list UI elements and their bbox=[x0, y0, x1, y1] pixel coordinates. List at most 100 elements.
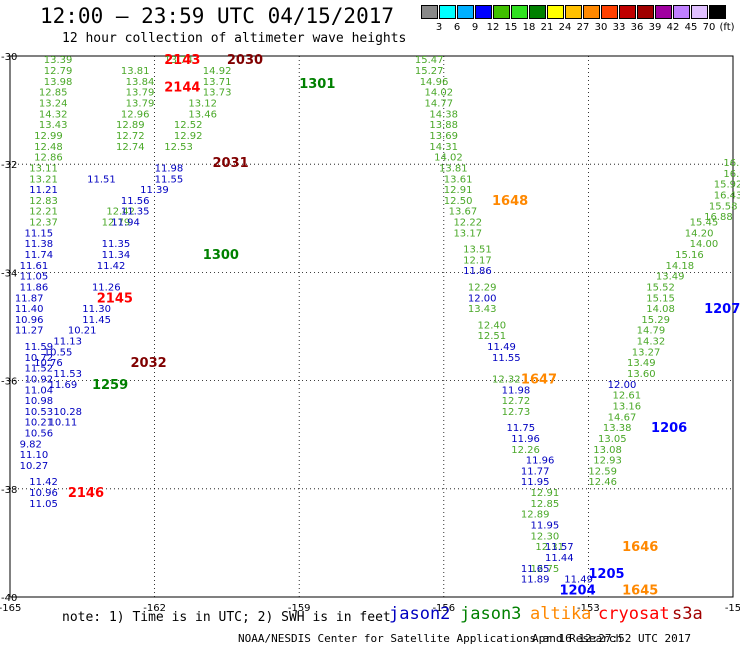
swh-data-label: 10.76 bbox=[34, 358, 63, 369]
lat-tick-label: -38 bbox=[1, 485, 17, 496]
swh-data-label: 11.45 bbox=[82, 315, 111, 326]
swh-data-label: 11.86 bbox=[463, 266, 492, 277]
colorbar-swatch bbox=[457, 5, 474, 19]
swh-data-label: 14.32 bbox=[39, 109, 68, 120]
swh-data-label: 12.50 bbox=[444, 196, 473, 207]
swh-data-label: 13.79 bbox=[126, 99, 155, 110]
colorbar-swatch bbox=[565, 5, 582, 19]
swh-data-label: 11.15 bbox=[24, 228, 53, 239]
colorbar-swatch bbox=[529, 5, 546, 19]
pass-time-label: 1206 bbox=[651, 421, 687, 436]
pass-time-label: 2144 bbox=[164, 80, 200, 95]
colorbar-swatch bbox=[709, 5, 726, 19]
colorbar-label: 21 bbox=[540, 22, 554, 33]
lat-tick-label: -34 bbox=[1, 268, 17, 279]
swh-data-label: 11.55 bbox=[492, 353, 521, 364]
pass-time-label: 1646 bbox=[622, 540, 658, 555]
swh-data-label: 15.16 bbox=[675, 250, 704, 261]
pass-time-label: 1647 bbox=[521, 372, 557, 387]
swh-data-label: 11.55 bbox=[155, 174, 184, 185]
colorbar-swatch bbox=[619, 5, 636, 19]
swh-data-label: 14.31 bbox=[429, 142, 458, 153]
lat-tick-label: -32 bbox=[1, 160, 17, 171]
swh-data-label: 15.58 bbox=[709, 201, 738, 212]
swh-data-label: 12.99 bbox=[34, 131, 63, 142]
swh-data-label: 11.38 bbox=[24, 239, 53, 250]
colorbar-label: 6 bbox=[453, 22, 461, 33]
swh-data-label: 14.02 bbox=[425, 88, 454, 99]
swh-data-label: 12.91 bbox=[531, 488, 560, 499]
swh-data-label: 13.49 bbox=[656, 272, 685, 283]
swh-data-label: 11.95 bbox=[531, 521, 560, 532]
swh-data-label: 10.96 bbox=[15, 315, 44, 326]
swh-data-label: 10.28 bbox=[53, 407, 82, 418]
swh-data-label: 11.05 bbox=[20, 272, 49, 283]
colorbar-label: 3 bbox=[435, 22, 443, 33]
swh-data-label: 13.84 bbox=[126, 77, 155, 88]
swh-data-label: 11.86 bbox=[20, 282, 49, 293]
swh-data-label: 11.44 bbox=[545, 553, 574, 564]
swh-data-label: 11.75 bbox=[506, 423, 535, 434]
footer-timestamp: Apr 16 12:27:52 UTC 2017 bbox=[532, 632, 691, 645]
swh-data-label: 15.15 bbox=[646, 293, 675, 304]
swh-data-label: 15.52 bbox=[646, 282, 675, 293]
swh-data-label: 11.21 bbox=[29, 185, 58, 196]
swh-data-label: 14.02 bbox=[434, 153, 463, 164]
pass-time-label: 2146 bbox=[68, 486, 104, 501]
swh-data-label: 12.30 bbox=[531, 531, 560, 542]
colorbar-label: 9 bbox=[471, 22, 479, 33]
swh-data-label: 10.72 bbox=[24, 353, 53, 364]
swh-data-label: 12.96 bbox=[121, 109, 150, 120]
swh-data-label: 10.21 bbox=[68, 326, 97, 337]
lat-tick-label: -40 bbox=[1, 593, 17, 604]
swh-data-label: 11.98 bbox=[155, 163, 184, 174]
colorbar-label: 27 bbox=[576, 22, 590, 33]
swh-data-label: 13.61 bbox=[444, 174, 473, 185]
satellite-jason2: jason2 bbox=[389, 604, 451, 624]
swh-data-label: 11.05 bbox=[29, 499, 58, 510]
colorbar-label: 33 bbox=[612, 22, 626, 33]
pass-time-label: 1648 bbox=[492, 194, 528, 209]
colorbar-swatch bbox=[673, 5, 690, 19]
swh-data-label: 11.34 bbox=[102, 250, 131, 261]
swh-data-label: 10.98 bbox=[24, 396, 53, 407]
chart-title: 12:00 – 23:59 UTC 04/15/2017 bbox=[40, 4, 395, 28]
swh-data-label: 12.72 bbox=[116, 131, 145, 142]
swh-data-label: 12.46 bbox=[588, 477, 617, 488]
swh-data-label: 12.22 bbox=[453, 218, 482, 229]
swh-data-label: 13.05 bbox=[598, 434, 627, 445]
pass-time-label: 2032 bbox=[131, 356, 167, 371]
colorbar-swatch bbox=[421, 5, 438, 19]
swh-data-label: 12.26 bbox=[511, 445, 540, 456]
footer-credit: NOAA/NESDIS Center for Satellite Applica… bbox=[238, 632, 623, 645]
swh-data-label: 13.08 bbox=[593, 445, 622, 456]
swh-data-label: 11.77 bbox=[521, 466, 550, 477]
swh-data-label: 11.89 bbox=[521, 575, 550, 586]
lat-tick-label: -30 bbox=[1, 52, 17, 63]
swh-data-label: 12.89 bbox=[521, 510, 550, 521]
swh-data-label: 11.27 bbox=[15, 326, 44, 337]
colorbar-label: 70 bbox=[702, 22, 716, 33]
swh-data-label: 9.82 bbox=[20, 439, 42, 450]
lon-tick-label: -159 bbox=[288, 603, 311, 614]
swh-data-label: 11.57 bbox=[545, 542, 574, 553]
swh-data-label: 11.69 bbox=[49, 380, 78, 391]
swh-data-label: 12.83 bbox=[29, 196, 58, 207]
swh-data-label: 15.92 bbox=[714, 180, 740, 191]
swh-data-label: 14.00 bbox=[690, 239, 719, 250]
swh-data-label: 11.59 bbox=[24, 342, 53, 353]
swh-data-label: 12.74 bbox=[116, 142, 145, 153]
colorbar-swatch bbox=[601, 5, 618, 19]
swh-data-label: 12.21 bbox=[29, 207, 58, 218]
swh-data-label: 10.27 bbox=[20, 461, 49, 472]
swh-data-label: 13.74 bbox=[164, 55, 193, 66]
colorbar-label: 39 bbox=[648, 22, 662, 33]
swh-data-label: 15.27 bbox=[415, 66, 444, 77]
colorbar-swatch bbox=[439, 5, 456, 19]
pass-time-label: 2145 bbox=[97, 291, 133, 306]
colorbar-swatch bbox=[547, 5, 564, 19]
swh-data-label: 14.96 bbox=[420, 77, 449, 88]
swh-data-label: 12.86 bbox=[34, 153, 63, 164]
swh-data-label: 14.79 bbox=[637, 326, 666, 337]
